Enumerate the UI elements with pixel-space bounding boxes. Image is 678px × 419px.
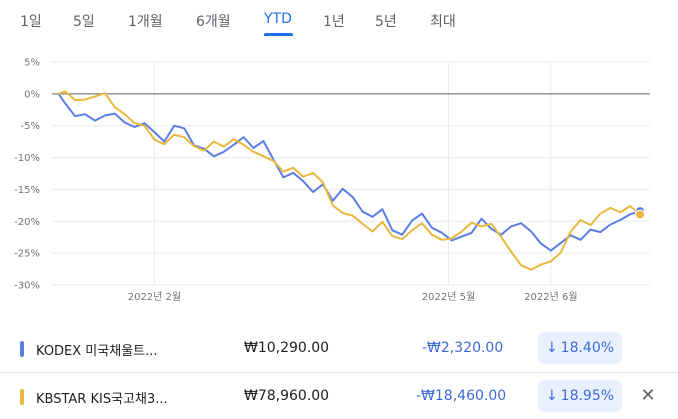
range-tabs: 1일 5일 1개월 6개월 YTD 1년 5년 최대: [0, 0, 678, 40]
x-axis-ticks: 2022년 2월 2022년 5월 2022년 6월: [128, 291, 578, 303]
legend-row-kodex[interactable]: KODEX 미국채울트... ₩10,290.00 -₩2,320.00 ↓ 1…: [0, 327, 678, 371]
x-tick-label: 2022년 6월: [524, 291, 577, 303]
active-tab-indicator: [264, 33, 293, 36]
tab-1-month[interactable]: 1개월: [128, 14, 163, 30]
chart-grid: [52, 61, 650, 286]
security-price: ₩10,290.00: [244, 340, 330, 356]
y-tick-label: 0%: [24, 89, 40, 100]
tab-1-day[interactable]: 1일: [20, 14, 42, 30]
series-color-swatch: [20, 341, 24, 357]
comparison-line-chart: 5%0%-5%-10%-15%-20%-25%-30% 2022년 2월 2022…: [14, 58, 650, 303]
tab-5-years[interactable]: 5년: [375, 14, 397, 30]
legend-row-kbstar[interactable]: KBSTAR KIS국고채3... ₩78,960.00 -₩18,460.00…: [0, 375, 678, 419]
legend-divider: [0, 372, 678, 373]
tab-max[interactable]: 최대: [430, 14, 456, 30]
security-name: KBSTAR KIS국고채3...: [36, 392, 168, 407]
remove-comparison-button[interactable]: ✕: [636, 383, 660, 407]
x-tick-label: 2022년 2월: [128, 291, 181, 303]
percent-change-badge: ↓ 18.40%: [538, 332, 622, 364]
y-axis-ticks: 5% 0% -5% -10% -15% -20% -25% -30%: [14, 58, 40, 292]
series-end-point-1: [635, 209, 646, 220]
series-line-1: [58, 90, 641, 271]
y-tick-label: -30%: [14, 281, 40, 292]
series-line-0: [57, 93, 641, 252]
arrow-down-icon: ↓: [545, 340, 558, 356]
y-tick-label: -10%: [14, 153, 40, 164]
arrow-down-icon: ↓: [545, 388, 558, 404]
y-tick-label: -25%: [14, 249, 40, 260]
percent-change-badge: ↓ 18.95%: [538, 380, 622, 412]
x-tick-label: 2022년 5월: [422, 291, 475, 303]
y-tick-label: 5%: [24, 58, 40, 69]
y-tick-label: -15%: [14, 185, 40, 196]
chart-series: [57, 90, 646, 271]
tab-1-year[interactable]: 1년: [323, 14, 345, 30]
price-change: -₩18,460.00: [416, 388, 507, 404]
y-tick-label: -20%: [14, 217, 40, 228]
security-price: ₩78,960.00: [244, 388, 330, 404]
series-color-swatch: [20, 389, 24, 405]
tab-6-months[interactable]: 6개월: [196, 14, 231, 30]
percent-change-value: 18.95%: [560, 388, 615, 404]
close-icon: ✕: [640, 384, 656, 406]
percent-change-value: 18.40%: [560, 340, 615, 356]
price-change: -₩2,320.00: [422, 340, 504, 356]
security-name: KODEX 미국채울트...: [36, 344, 158, 359]
tab-5-days[interactable]: 5일: [73, 14, 95, 30]
y-tick-label: -5%: [21, 121, 40, 132]
tab-ytd[interactable]: YTD: [264, 11, 292, 27]
